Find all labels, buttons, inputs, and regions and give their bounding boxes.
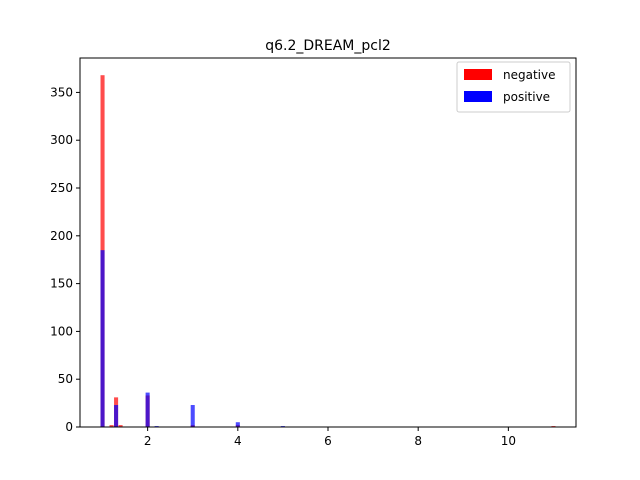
y-axis: 0 50 100 150 200 250 300 350 xyxy=(50,85,80,434)
legend: negative positive xyxy=(456,61,571,113)
x-tick-label: 6 xyxy=(324,434,332,448)
legend-swatch-negative xyxy=(464,69,492,80)
y-tick-label: 300 xyxy=(50,133,73,147)
bar-positive-4 xyxy=(190,405,195,427)
y-tick-label: 0 xyxy=(65,420,73,434)
legend-label-positive: positive xyxy=(503,90,550,104)
y-tick-label: 250 xyxy=(50,181,73,195)
bar-positive-5 xyxy=(235,422,240,427)
x-axis: 2 4 6 8 10 xyxy=(144,427,516,448)
bars-layer xyxy=(100,75,556,428)
x-tick-label: 8 xyxy=(414,434,422,448)
plot-frame xyxy=(79,57,577,428)
bar-positive-0 xyxy=(100,250,105,427)
bar-positive-2 xyxy=(145,392,150,427)
y-tick-label: 50 xyxy=(58,372,73,386)
legend-swatch-positive xyxy=(464,91,492,102)
chart-title: q6.2_DREAM_pcl2 xyxy=(265,38,391,54)
legend-label-negative: negative xyxy=(503,68,555,82)
y-tick-label: 100 xyxy=(50,324,73,338)
y-tick-label: 200 xyxy=(50,229,73,243)
y-tick-label: 150 xyxy=(50,277,73,291)
bar-negative-1 xyxy=(109,425,114,427)
y-tick-label: 350 xyxy=(50,85,73,99)
x-tick-label: 10 xyxy=(501,434,516,448)
bar-positive-1 xyxy=(114,405,119,427)
bar-negative-3 xyxy=(118,425,123,427)
x-tick-label: 4 xyxy=(234,434,242,448)
x-tick-label: 2 xyxy=(144,434,152,448)
